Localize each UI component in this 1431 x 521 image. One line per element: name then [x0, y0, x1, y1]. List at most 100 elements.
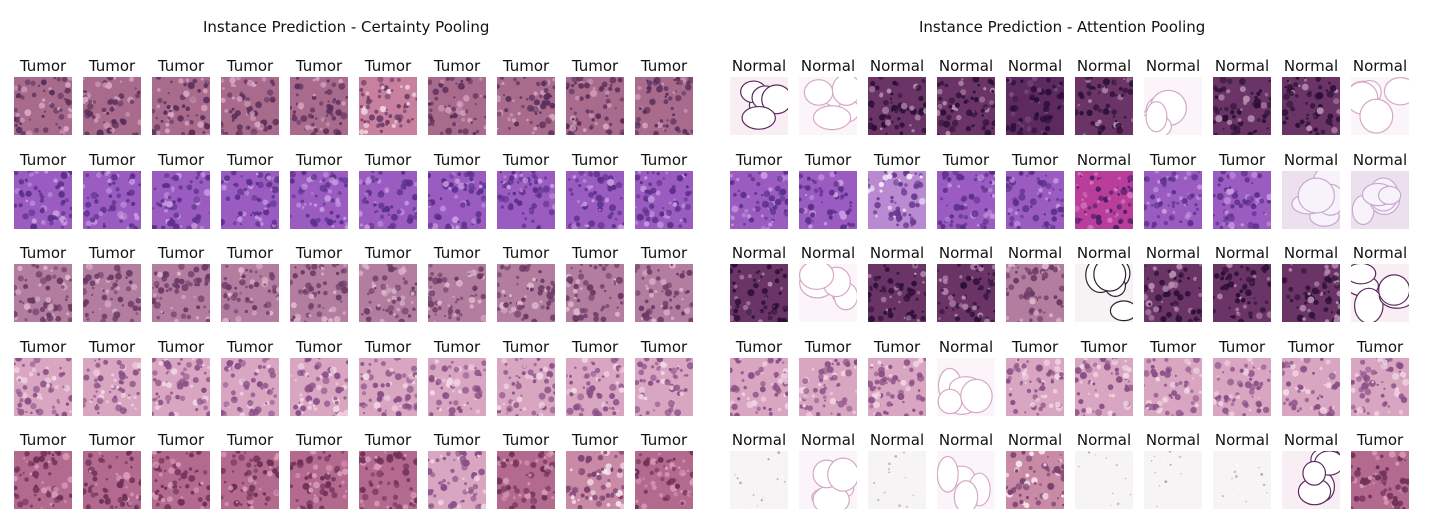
tile-texture: [635, 477, 642, 485]
tile-texture: [588, 219, 596, 227]
tile-texture: [364, 403, 368, 407]
tile-texture: [107, 99, 113, 105]
instance-prediction-label: Normal: [1283, 244, 1339, 262]
tile-texture: [649, 98, 656, 106]
tile-texture: [237, 215, 243, 222]
tile-texture: [908, 380, 915, 386]
tile-texture: [85, 264, 93, 271]
tile-texture: [231, 118, 235, 122]
tile-texture: [618, 382, 624, 389]
tile-texture: [230, 82, 235, 87]
tile-texture: [310, 173, 318, 180]
tile-texture: [1300, 268, 1307, 274]
tile-texture: [293, 317, 301, 322]
tile-texture: [312, 464, 319, 470]
tile-texture: [235, 451, 241, 454]
tissue-patch-image: [1351, 170, 1409, 229]
tile-texture: [960, 378, 993, 413]
tile-texture: [160, 225, 166, 229]
tile-texture: [368, 480, 373, 485]
tile-texture: [764, 216, 768, 220]
tile-texture: [158, 203, 163, 207]
tile-texture: [799, 184, 803, 189]
tile-texture: [331, 116, 337, 121]
tile-texture: [937, 88, 943, 95]
tile-texture: [170, 185, 175, 190]
tile-texture: [134, 504, 140, 509]
tile-texture: [521, 223, 527, 228]
tile-texture: [372, 275, 379, 282]
tile-texture: [531, 170, 536, 174]
tile-texture: [195, 213, 202, 220]
tile-texture: [31, 264, 36, 268]
tile-texture: [1034, 388, 1038, 393]
tile-texture: [430, 459, 435, 464]
tile-texture: [189, 120, 194, 125]
tile-texture: [313, 496, 320, 503]
tile-texture: [338, 484, 342, 488]
tile-texture: [478, 468, 485, 476]
tile-texture: [276, 466, 279, 469]
tile-texture: [767, 357, 774, 364]
tile-texture: [254, 481, 257, 485]
tile-texture: [472, 131, 477, 135]
tile-texture: [103, 359, 109, 365]
tile-texture: [453, 459, 456, 462]
tile-texture: [1029, 318, 1033, 322]
tile-texture: [308, 302, 314, 309]
tile-texture: [399, 404, 402, 407]
tile-texture: [1237, 318, 1245, 322]
tile-texture: [46, 490, 50, 493]
tissue-patch-image: [566, 264, 624, 322]
tile-texture: [740, 370, 744, 374]
tile-texture: [262, 382, 269, 389]
tile-texture: [1295, 122, 1301, 128]
tile-texture: [754, 191, 758, 195]
tile-texture: [319, 374, 323, 378]
tile-texture: [592, 311, 597, 316]
tile-texture: [1246, 195, 1255, 203]
tile-texture: [1228, 171, 1236, 179]
tile-texture: [602, 405, 609, 412]
tile-texture: [909, 123, 912, 127]
tile-texture: [1075, 408, 1080, 416]
tile-texture: [571, 77, 579, 83]
tile-texture: [94, 113, 101, 120]
tile-texture: [1011, 104, 1019, 112]
tile-texture: [232, 470, 235, 473]
tile-texture: [853, 365, 857, 369]
tile-texture: [596, 200, 604, 208]
tile-texture: [550, 280, 555, 285]
tile-texture: [964, 221, 968, 226]
tile-texture: [531, 318, 538, 322]
tile-texture: [50, 491, 58, 499]
tile-texture: [39, 198, 44, 203]
tile-texture: [662, 124, 666, 128]
tile-texture: [1090, 121, 1095, 126]
tile-texture: [813, 187, 819, 193]
tile-texture: [571, 83, 575, 88]
tile-texture: [51, 313, 55, 316]
tile-texture: [290, 318, 294, 322]
tissue-patch-image: [14, 451, 72, 509]
tile-texture: [898, 300, 901, 304]
tile-texture: [93, 359, 97, 362]
tile-texture: [129, 99, 135, 104]
tile-texture: [155, 502, 160, 507]
tile-texture: [517, 111, 521, 116]
tile-texture: [901, 186, 906, 192]
tile-texture: [589, 124, 594, 129]
tile-texture: [172, 174, 180, 181]
tile-texture: [163, 208, 169, 213]
tissue-patch-image: [868, 77, 926, 135]
tile-texture: [579, 269, 582, 273]
tile-texture: [307, 405, 312, 410]
tile-texture: [1331, 274, 1339, 282]
tile-texture: [1305, 285, 1310, 290]
tile-texture: [500, 306, 508, 314]
tissue-patch-image: [290, 170, 348, 229]
tile-texture: [497, 193, 503, 199]
tile-texture: [166, 104, 171, 110]
tile-texture: [1016, 225, 1021, 229]
tile-texture: [975, 173, 978, 176]
